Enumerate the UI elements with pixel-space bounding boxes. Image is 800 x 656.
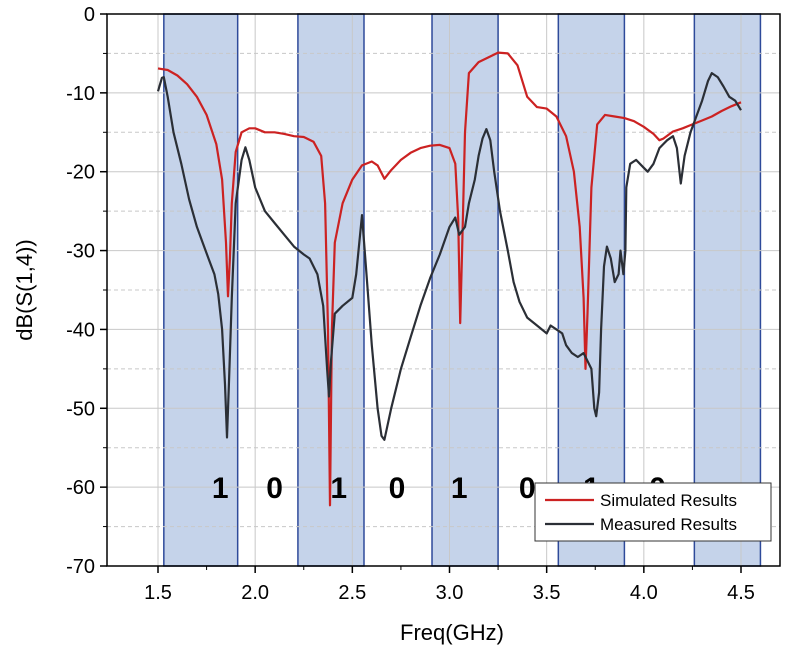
y-tick-label: -20 — [66, 162, 95, 184]
bit-label: 0 — [389, 472, 406, 505]
bit-labels-layer: 10101010 — [212, 472, 666, 505]
bit-label: 1 — [212, 472, 229, 505]
y-tick-label: 0 — [84, 4, 95, 26]
bit-label: 0 — [519, 472, 536, 505]
y-tick-label: -10 — [66, 83, 95, 105]
measured-results-line — [156, 72, 742, 441]
y-tick-label: -60 — [66, 477, 95, 499]
legend: Simulated Results Measured Results — [534, 482, 772, 542]
bit-label: 1 — [330, 472, 347, 505]
bit-label: 0 — [266, 472, 283, 505]
legend-label-simulated: Simulated Results — [600, 491, 737, 510]
y-tick-label: -30 — [66, 241, 95, 263]
simulated-results-line — [157, 51, 742, 507]
x-tick-label: 2.0 — [241, 582, 269, 604]
ticks-layer: 1.5 2.0 2.5 3.0 3.5 4.0 4.5 0 -10 -20 -30 -40 -50 -60… — [66, 4, 755, 604]
legend-label-measured: Measured Results — [600, 515, 737, 534]
y-tick-label: -50 — [66, 398, 95, 420]
x-tick-label: 4.5 — [727, 582, 755, 604]
x-tick-label: 1.5 — [144, 582, 172, 604]
bit-label: 1 — [451, 472, 468, 505]
x-tick-label: 3.0 — [436, 582, 464, 604]
x-axis-title: Freq(GHz) — [400, 620, 504, 645]
legend-box — [534, 482, 772, 542]
y-tick-label: -40 — [66, 319, 95, 341]
x-tick-label: 2.5 — [338, 582, 366, 604]
series-layer — [156, 51, 742, 507]
y-tick-label: -70 — [66, 556, 95, 578]
x-tick-label: 3.5 — [533, 582, 561, 604]
x-tick-label: 4.0 — [630, 582, 658, 604]
y-axis-title: dB(S(1,4)) — [12, 239, 37, 340]
